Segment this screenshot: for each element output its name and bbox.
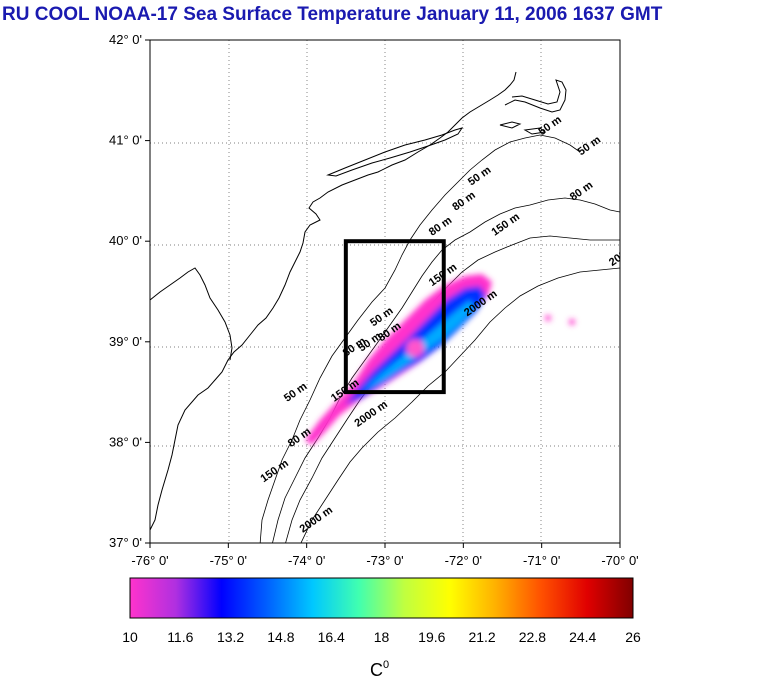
colorbar-bar <box>129 577 634 619</box>
sst-patch-spot <box>406 339 424 357</box>
lat-label: 39° 0' <box>109 334 142 349</box>
latitude-labels: 42° 0' 41° 0' 40° 0' 39° 0' 38° 0' 37° 0' <box>109 32 142 550</box>
lon-label: -74° 0' <box>288 553 325 568</box>
colorbar-unit-superscript: 0 <box>383 659 389 671</box>
lon-label: -71° 0' <box>523 553 560 568</box>
colorbar-tick-label: 26 <box>625 629 641 645</box>
colorbar-tick-label: 24.4 <box>569 629 596 645</box>
colorbar-ticks: 10 11.6 13.2 14.8 16.4 18 19.6 21.2 22.8 24.4 26 <box>122 629 641 645</box>
coastline-delaware-bay <box>150 267 233 361</box>
lon-label: -70° 0' <box>601 553 638 568</box>
colorbar-tick-label: 18 <box>374 629 390 645</box>
lat-label: 38° 0' <box>109 434 142 449</box>
colorbar-tick-label: 11.6 <box>167 629 193 645</box>
lon-label: -72° 0' <box>445 553 482 568</box>
lat-label: 37° 0' <box>109 535 142 550</box>
axis-ticks <box>145 39 621 548</box>
sst-patch-spot <box>545 315 551 321</box>
colorbar-tick-label: 21.2 <box>468 629 495 645</box>
lon-label: -73° 0' <box>366 553 403 568</box>
colorbar-tick-label: 13.2 <box>217 629 244 645</box>
colorbar-unit-label: C0 <box>370 659 389 680</box>
coastline <box>150 71 567 531</box>
colorbar-tick-label: 19.6 <box>418 629 445 645</box>
lat-label: 42° 0' <box>109 32 142 47</box>
coastline-islands <box>499 121 547 135</box>
contour-80m <box>272 197 620 543</box>
longitude-labels: -76° 0' -75° 0' -74° 0' -73° 0' -72° 0' -71° … <box>131 553 638 568</box>
lon-label: -76° 0' <box>131 553 168 568</box>
colorbar-tick-label: 14.8 <box>267 629 294 645</box>
coastline-long-island <box>326 127 464 177</box>
colorbar-unit: C <box>370 660 383 680</box>
colorbar-tick-label: 16.4 <box>318 629 345 645</box>
lat-label: 41° 0' <box>109 133 142 148</box>
lat-label: 40° 0' <box>109 233 142 248</box>
study-area-box <box>343 239 446 395</box>
colorbar-tick-label: 22.8 <box>519 629 546 645</box>
contour-50m <box>259 134 581 543</box>
sst-patch-spot <box>569 319 575 325</box>
page-title: RU COOL NOAA-17 Sea Surface Temperature … <box>2 4 663 25</box>
coastline-mainland <box>150 71 517 531</box>
colorbar-tick-label: 10 <box>122 629 138 645</box>
map-background <box>150 40 620 543</box>
coastline-cape-cod <box>504 79 567 113</box>
colorbar: 10 11.6 13.2 14.8 16.4 18 19.6 21.2 22.8 24.4 26 C… <box>122 577 641 680</box>
lon-label: -75° 0' <box>210 553 247 568</box>
